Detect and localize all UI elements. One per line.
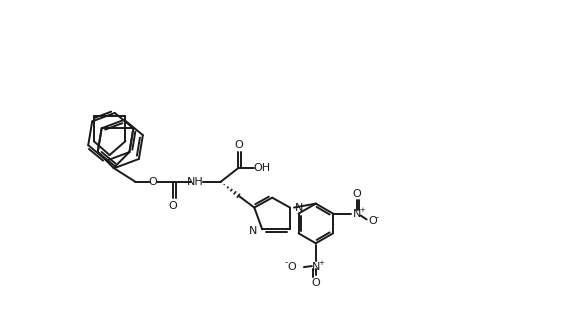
Text: O: O <box>311 278 320 288</box>
Text: N: N <box>249 226 258 236</box>
Text: -: - <box>376 213 379 222</box>
Text: O: O <box>169 201 178 211</box>
Text: O: O <box>234 140 243 150</box>
Text: N: N <box>353 209 361 219</box>
Text: +: + <box>360 207 366 212</box>
Text: O: O <box>352 189 361 199</box>
Text: N: N <box>295 203 303 212</box>
Text: O: O <box>149 177 158 187</box>
Text: NH: NH <box>186 177 203 187</box>
Text: OH: OH <box>253 163 271 173</box>
Text: O: O <box>288 262 296 272</box>
Text: +: + <box>318 260 324 266</box>
Text: N: N <box>312 262 320 272</box>
Text: -: - <box>284 259 287 268</box>
Text: O: O <box>369 216 377 227</box>
